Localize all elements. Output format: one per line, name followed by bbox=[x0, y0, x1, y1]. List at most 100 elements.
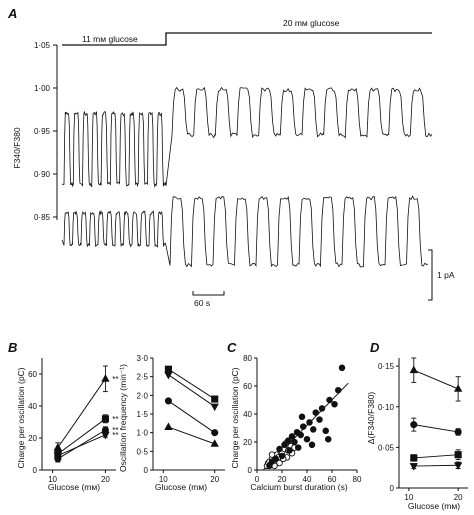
b-right-y-label: Oscillation frequency (min⁻¹) bbox=[118, 364, 128, 472]
c-point bbox=[276, 445, 283, 453]
a-y-axis-label: F340/F380 bbox=[12, 127, 22, 168]
c-point bbox=[281, 441, 288, 449]
c-x-tick-label: 20 bbox=[278, 475, 287, 484]
d-series-line-1 bbox=[413, 424, 459, 433]
c-point bbox=[303, 435, 311, 443]
b-right-y-tick-label: 0·5 bbox=[136, 447, 148, 456]
b-left-significance: ** bbox=[112, 375, 118, 384]
current-trace bbox=[61, 195, 429, 268]
b-left-significance: ** bbox=[112, 426, 118, 435]
b-left-axes: 0 20 40 60 10 20 bbox=[28, 358, 116, 484]
d-y-tick-label: 0·10 bbox=[378, 403, 395, 412]
b-left-y-tick-label: 60 bbox=[28, 370, 37, 379]
b-right-series-line-3 bbox=[168, 426, 215, 445]
protocol-bar bbox=[62, 32, 432, 46]
b-right-y-tick-label: 1·0 bbox=[136, 429, 148, 438]
c-point bbox=[322, 427, 330, 435]
d-series-line-3 bbox=[413, 464, 459, 467]
d-series-line-0 bbox=[413, 369, 459, 390]
d-y-tick-label: 0·15 bbox=[378, 362, 395, 371]
c-x-tick-label: 80 bbox=[353, 475, 362, 484]
c-y-tick-label: 0 bbox=[248, 466, 253, 475]
b-left-significance: ** bbox=[112, 415, 118, 424]
b-left-point bbox=[101, 374, 110, 382]
b-left-point bbox=[53, 452, 63, 461]
d-point bbox=[453, 462, 463, 470]
c-point bbox=[286, 447, 293, 454]
c-point bbox=[295, 444, 302, 451]
d-point bbox=[409, 365, 418, 374]
b-right-series-line-0 bbox=[168, 368, 215, 400]
a-y-tick-label: 1·05 bbox=[34, 41, 51, 50]
c-point bbox=[325, 435, 332, 443]
protocol-label-20mM: 20 mм glucose bbox=[283, 18, 340, 28]
c-point bbox=[310, 426, 317, 433]
current-scale-bar bbox=[428, 249, 433, 301]
b-right-y-tick-label: 2·5 bbox=[136, 373, 148, 382]
b-left-point bbox=[53, 442, 63, 451]
panel-label-a: A bbox=[7, 6, 17, 21]
d-point bbox=[409, 463, 418, 471]
b-right-series-line-2 bbox=[168, 400, 215, 434]
c-y-tick-label: 40 bbox=[243, 410, 252, 419]
b-left-x-tick-label: 20 bbox=[101, 475, 110, 484]
b-right-x-label: Glucose (mм) bbox=[155, 482, 207, 492]
c-point bbox=[300, 423, 307, 430]
b-left-y-tick-label: 0 bbox=[33, 466, 38, 475]
a-y-tick-label: 0·85 bbox=[34, 213, 51, 222]
fluorescence-trace bbox=[62, 86, 433, 188]
c-point bbox=[268, 451, 276, 458]
c-point bbox=[298, 413, 306, 421]
a-y-tick-label: 0·90 bbox=[34, 170, 51, 179]
b-left-series-line-1 bbox=[57, 418, 106, 455]
d-point bbox=[410, 454, 418, 462]
d-y-tick-label: 0 bbox=[390, 484, 395, 493]
c-point bbox=[338, 364, 346, 372]
c-point bbox=[288, 433, 296, 440]
b-right-y-tick-label: 3·0 bbox=[136, 354, 148, 363]
c-point bbox=[278, 452, 286, 460]
panel-d: 0 0·05 0·10 0·15 10 20 Glucose (mм) Δ(F340/F3… bbox=[366, 357, 468, 511]
b-left-point bbox=[101, 431, 110, 440]
c-point bbox=[318, 405, 326, 412]
b-left-point bbox=[101, 415, 109, 423]
b-left-plot: ******** bbox=[53, 365, 119, 463]
b-right-series-line-1 bbox=[168, 374, 215, 407]
b-right-x-tick-label: 20 bbox=[210, 475, 219, 484]
panel-label-d: D bbox=[370, 340, 380, 355]
b-right-point bbox=[164, 371, 173, 380]
b-right-point bbox=[164, 397, 172, 405]
b-left-y-tick-label: 40 bbox=[28, 402, 37, 411]
c-axes: 0 20 40 60 80 0 20 40 60 80 bbox=[243, 354, 362, 484]
c-x-tick-label: 40 bbox=[303, 475, 312, 484]
d-point bbox=[454, 451, 462, 459]
current-scale-label: 1 pA bbox=[437, 270, 455, 280]
c-point bbox=[285, 437, 292, 444]
b-right-axes: 0 0·5 1·0 1·5 2·0 2·5 3·0 10 20 bbox=[136, 354, 225, 484]
b-left-series-line-2 bbox=[57, 429, 106, 460]
time-scale-bar bbox=[192, 291, 225, 296]
c-y-tick-label: 60 bbox=[243, 382, 252, 391]
d-y-label: Δ(F340/F380) bbox=[366, 392, 376, 445]
d-x-label: Glucose (mм) bbox=[408, 501, 460, 511]
c-point bbox=[306, 419, 313, 426]
b-left-x-tick-label: 10 bbox=[48, 475, 57, 484]
c-point bbox=[291, 438, 298, 446]
d-series-line-2 bbox=[413, 454, 459, 459]
c-x-label: Calcium burst duration (s) bbox=[250, 482, 347, 492]
b-left-x-label: Glucose (mм) bbox=[48, 482, 100, 492]
b-right-x-tick-label: 10 bbox=[159, 475, 168, 484]
d-axes: 0 0·05 0·10 0·15 10 20 bbox=[378, 358, 468, 502]
d-point bbox=[410, 421, 418, 429]
d-x-tick-label: 20 bbox=[454, 493, 463, 502]
c-point bbox=[308, 441, 316, 449]
panel-label-c: C bbox=[227, 340, 237, 355]
b-left-series-line-3 bbox=[57, 434, 106, 457]
b-right-y-tick-label: 2·0 bbox=[136, 391, 148, 400]
b-right-y-tick-label: 1·5 bbox=[136, 410, 148, 419]
b-right-plot bbox=[164, 365, 219, 447]
panel-label-b: B bbox=[8, 340, 17, 355]
c-point bbox=[276, 459, 283, 467]
